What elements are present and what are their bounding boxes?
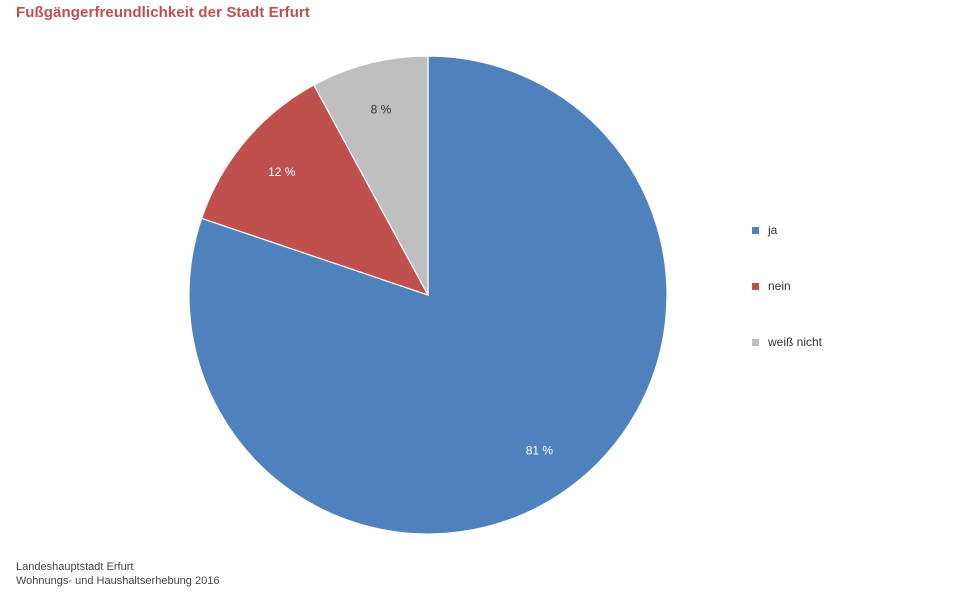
- legend-label-weiss-nicht: weiß nicht: [768, 335, 823, 349]
- legend-swatch-nein: [752, 282, 759, 290]
- pie-slice-nein: [200, 84, 430, 297]
- legend-item-nein: nein: [752, 276, 822, 296]
- legend-swatch-ja: [752, 226, 759, 234]
- pie-slice-weiss-nicht: [313, 55, 429, 296]
- chart-title: Fußgängerfreundlichkeit der Stadt Erfurt: [16, 4, 311, 21]
- legend-item-weiss-nicht: weiß nicht: [752, 332, 822, 352]
- legend-item-ja: ja: [752, 220, 822, 240]
- pie-slice-ja: [188, 55, 668, 535]
- pie-data-labels: 81 % 12 % 8 %: [268, 103, 553, 458]
- legend-label-nein: nein: [768, 279, 791, 293]
- data-label-nein: 12 %: [268, 165, 296, 179]
- legend-label-ja: ja: [768, 223, 778, 237]
- legend: ja nein weiß nicht: [752, 220, 822, 388]
- data-label-weiss-nicht: 8 %: [371, 103, 392, 117]
- source-line-1: Landeshauptstadt Erfurt: [16, 561, 134, 573]
- data-label-ja: 81 %: [526, 443, 554, 457]
- source-line-2: Wohnungs- und Haushaltserhebung 2016: [16, 575, 220, 587]
- pie-slices: [188, 55, 668, 535]
- legend-swatch-weiss-nicht: [752, 338, 759, 346]
- source-note: Landeshauptstadt Erfurt Wohnungs- und Ha…: [16, 560, 219, 588]
